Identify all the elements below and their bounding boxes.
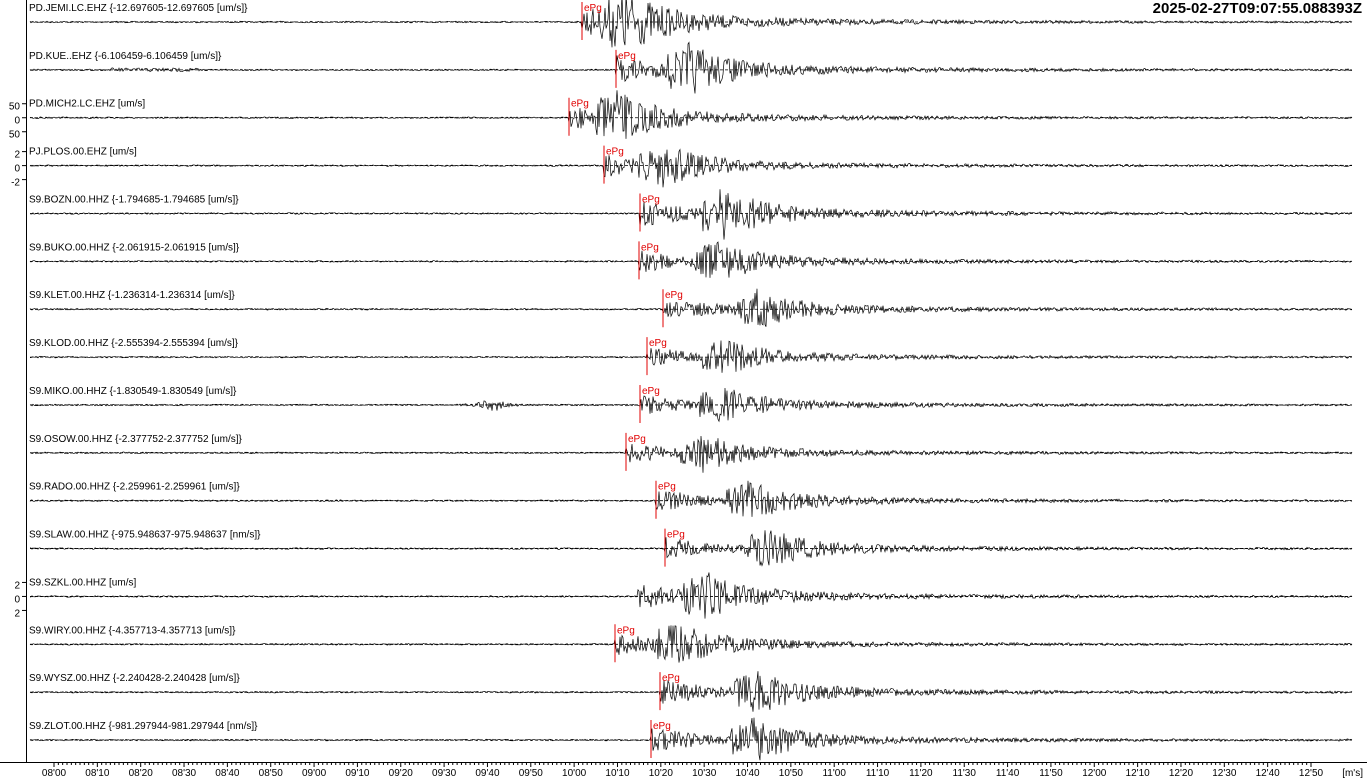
amplitude-tick-label: 2 [14,608,20,619]
amplitude-tick-label: 2 [14,580,20,591]
pick-label: ePg [641,242,659,253]
amplitude-tick-label: 50 [9,102,21,113]
time-tick-label: 08'40 [215,768,240,778]
time-tick-label: 08'30 [172,768,197,778]
time-tick-label: 12'20 [1169,768,1194,778]
time-tick-label: 09'40 [475,768,500,778]
waveform [29,148,1353,188]
time-tick-label: 10'10 [605,768,630,778]
pick-label: ePg [628,434,646,445]
time-tick-label: 11'50 [1039,768,1063,778]
trace-label: S9.WIRY.00.HHZ {-4.357713-4.357713 [um/s… [29,625,236,636]
time-tick-label: 12'50 [1299,768,1324,778]
waveform [29,671,1353,712]
pick-label: ePg [658,482,676,493]
pick-label: ePg [642,386,660,397]
waveform [29,530,1353,567]
time-tick-label: 08'00 [42,768,67,778]
pick-label: ePg [665,290,683,301]
time-tick-label: 10'20 [649,768,674,778]
waveform [29,0,1353,48]
time-tick-label: 09'00 [302,768,327,778]
amplitude-tick-label: 2 [14,150,20,161]
time-tick-label: 10'30 [692,768,717,778]
amplitude-tick-label: 50 [9,130,21,141]
time-tick-label: 10'40 [735,768,760,778]
amplitude-tick-label: 0 [14,116,20,127]
pick-label: ePg [642,194,660,205]
time-tick-label: 12'10 [1126,768,1151,778]
time-tick-label: 12'00 [1082,768,1107,778]
trace-label: PJ.PLOS.00.EHZ [um/s] [29,147,137,158]
waveform [29,288,1353,327]
amplitude-tick-label: -2 [11,178,20,189]
trace-label: PD.KUE..EHZ {-6.106459-6.106459 [um/s]} [29,51,222,62]
time-unit: [m's] [1342,768,1363,778]
pick-label: ePg [662,673,680,684]
waveform [29,435,1353,473]
time-tick-label: 11'30 [953,768,977,778]
waveform [29,340,1353,373]
trace-label: S9.KLET.00.HHZ {-1.236314-1.236314 [um/s… [29,290,235,301]
time-tick-label: 11'10 [866,768,890,778]
time-tick-label: 09'20 [389,768,414,778]
trace-label: PD.MICH2.LC.EHZ [um/s] [29,99,145,110]
waveform [29,572,1353,619]
time-tick-label: 11'20 [909,768,933,778]
timestamp: 2025-02-27T09:07:55.088393Z [1153,0,1362,17]
pick-label: ePg [649,338,667,349]
waveform [29,90,1353,139]
waveform [29,625,1353,663]
time-tick-label: 08'20 [129,768,154,778]
trace-label: S9.BOZN.00.HHZ {-1.794685-1.794685 [um/s… [29,194,239,205]
pick-label: ePg [606,147,624,158]
pick-label: ePg [653,721,671,732]
trace-label: S9.WYSZ.00.HHZ {-2.240428-2.240428 [um/s… [29,673,240,684]
trace-label: S9.KLOD.00.HHZ {-2.555394-2.555394 [um/s… [29,338,239,349]
trace-label: S9.RADO.00.HHZ {-2.259961-2.259961 [um/s… [29,482,240,493]
pick-label: ePg [584,3,602,14]
waveform [29,480,1353,517]
pick-label: ePg [618,51,636,62]
time-tick-label: 08'50 [259,768,284,778]
pick-label: ePg [617,625,635,636]
waveform [29,41,1353,94]
time-tick-label: 09'50 [519,768,544,778]
time-tick-label: 09'10 [345,768,370,778]
time-tick-label: 11'40 [996,768,1020,778]
trace-label: S9.SZKL.00.HHZ [um/s] [29,577,136,588]
trace-label: S9.OSOW.00.HHZ {-2.377752-2.377752 [um/s… [29,434,243,445]
trace-label: S9.ZLOT.00.HHZ {-981.297944-981.297944 [… [29,721,258,732]
time-tick-label: 10'50 [779,768,804,778]
amplitude-tick-label: 0 [14,594,20,605]
time-tick-label: 12'40 [1256,768,1281,778]
pick-label: ePg [571,99,589,110]
waveform [29,387,1353,423]
trace-label: S9.SLAW.00.HHZ {-975.948637-975.948637 [… [29,530,261,541]
waveform [30,189,1353,240]
waveform [29,241,1353,278]
time-tick-label: 09'30 [432,768,457,778]
time-tick-label: 08'10 [85,768,110,778]
time-tick-label: 11'00 [822,768,846,778]
time-tick-label: 10'00 [562,768,587,778]
trace-label: S9.BUKO.00.HHZ {-2.061915-2.061915 [um/s… [29,242,240,253]
trace-label: PD.JEMI.LC.EHZ {-12.697605-12.697605 [um… [29,3,248,14]
trace-label: S9.MIKO.00.HHZ {-1.830549-1.830549 [um/s… [29,386,237,397]
waveform [29,717,1353,761]
pick-label: ePg [667,530,685,541]
amplitude-tick-label: 0 [14,164,20,175]
time-tick-label: 12'30 [1212,768,1237,778]
